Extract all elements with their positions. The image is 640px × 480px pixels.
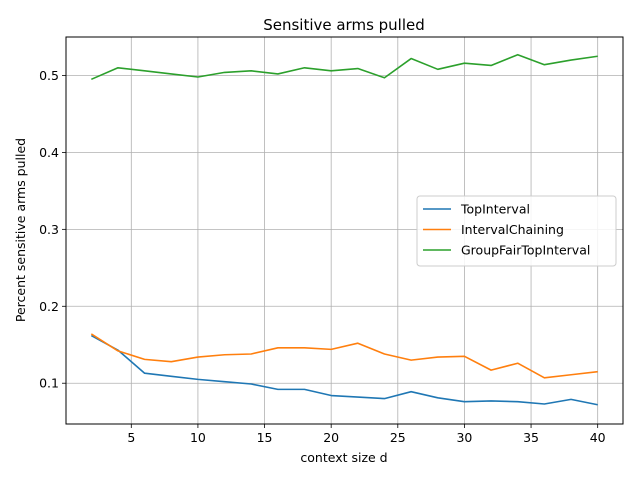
x-tick-label: 5 [127,430,135,445]
series-line-top-interval [90,334,598,406]
x-tick-label: 10 [190,430,206,445]
y-tick-label: 0.4 [39,145,59,160]
legend-label: TopInterval [460,202,530,217]
y-tick-label: 0.3 [39,222,59,237]
x-axis-label: context size d [300,450,387,465]
legend-box [416,195,617,267]
legend-label: GroupFairTopInterval [461,243,590,258]
legend: TopInterval IntervalChaining GroupFairTopI… [416,195,617,267]
x-tick-label: 30 [456,430,472,445]
y-axis: 0.1 0.2 0.3 0.4 0.5 [39,68,66,391]
x-tick-label: 15 [257,430,273,445]
plot-frame [65,36,624,425]
series-line-interval-chaining [90,333,598,379]
x-tick-label: 35 [523,430,539,445]
x-tick-label: 25 [390,430,406,445]
series-lines [90,53,598,406]
x-axis: 5 10 15 20 25 30 35 40 [127,424,606,445]
y-tick-label: 0.2 [39,299,59,314]
y-tick-label: 0.1 [39,376,59,391]
x-tick-label: 20 [323,430,339,445]
y-axis-label: Percent sensitive arms pulled [13,138,28,322]
chart-title: Sensitive arms pulled [263,16,425,34]
y-tick-label: 0.5 [39,68,59,83]
x-tick-label: 40 [590,430,606,445]
legend-label: IntervalChaining [461,222,564,237]
series-line-group-fair-top-interval [91,53,598,81]
